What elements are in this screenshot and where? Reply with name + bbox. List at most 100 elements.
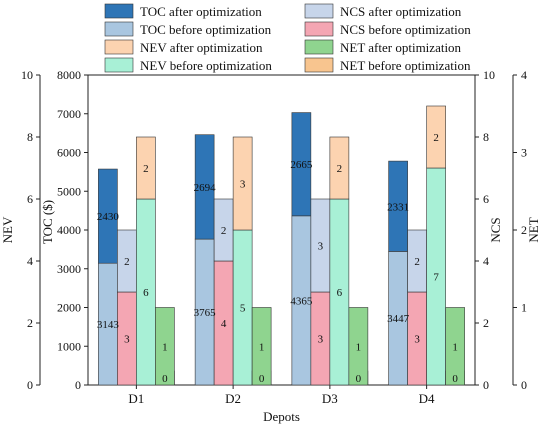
legend: TOC after optimization TOC before optimiz… [104,3,471,73]
legend-item-ncs-before-optimization: NCS before optimization [304,21,471,37]
legend-item-toc-before-optimization: TOC before optimization [104,21,272,37]
data-label-ncs-before-optimization-d2: 4 [221,318,227,330]
toc-tick-label: 8000 [57,68,81,82]
nev-tick-label: 8 [27,130,33,144]
legend-label: TOC after optimization [140,4,262,19]
toc-tick-label: 0 [75,378,81,392]
data-label-toc-after-optimization-d2: 2694 [194,182,217,194]
x-tick-label: D3 [322,391,338,406]
data-label-net-after-optimization-d4: 1 [452,341,458,353]
data-label-net-before-optimization-d2: 0 [259,373,265,385]
x-tick-label: D4 [419,391,435,406]
legend-label: NET after optimization [340,40,462,55]
net-tick-label: 4 [521,68,527,82]
toc-tick-label: 7000 [57,107,81,121]
data-label-net-after-optimization-d3: 1 [356,341,362,353]
net-tick-label: 3 [521,146,527,160]
ncs-tick-label: 6 [483,192,489,206]
toc-tick-label: 5000 [57,184,81,198]
legend-swatch [304,57,334,73]
nev-tick-label: 2 [27,316,33,330]
legend-item-nev-after-optimization: NEV after optimization [104,39,263,55]
data-label-net-after-optimization-d2: 1 [259,341,265,353]
bar-net-after-optimization-d4 [445,307,465,386]
data-label-ncs-before-optimization-d1: 3 [124,334,130,346]
legend-label: NEV after optimization [140,40,263,55]
x-tick-label: D1 [128,391,144,406]
bar-nev-after-optimization-d3 [329,136,350,200]
bar-toc-after-optimization-d1 [98,168,118,264]
net-tick-label: 1 [521,301,527,315]
legend-label: NCS after optimization [340,4,462,19]
ncs-tick-label: 8 [483,130,489,144]
ncs-tick-label: 2 [483,316,489,330]
legend-swatch [104,39,134,55]
legend-item-net-after-optimization: NET after optimization [304,39,462,55]
bar-nev-after-optimization-d4 [426,105,446,169]
net-tick-label: 2 [521,223,527,237]
data-label-toc-before-optimization-d3: 4365 [290,295,313,307]
bar-net-after-optimization-d3 [348,307,369,386]
net-tick-label: 0 [521,378,527,392]
data-label-ncs-after-optimization-d2: 2 [221,225,227,237]
legend-swatch [104,57,134,73]
legend-swatch [104,21,134,37]
toc-tick-label: 4000 [57,223,81,237]
data-label-toc-before-optimization-d4: 3447 [387,313,410,325]
x-axis-title: Depots [263,409,300,424]
data-label-nev-after-optimization-d4: 2 [433,132,439,144]
nev-tick-label: 4 [27,254,33,268]
data-label-net-before-optimization-d3: 0 [356,373,362,385]
ncs-tick-label: 4 [483,254,489,268]
data-label-nev-after-optimization-d3: 2 [337,163,343,175]
data-label-ncs-before-optimization-d3: 3 [318,334,324,346]
legend-label: NCS before optimization [340,22,471,37]
data-label-ncs-after-optimization-d1: 2 [124,256,130,268]
data-label-nev-before-optimization-d4: 7 [433,272,439,284]
data-label-nev-before-optimization-d2: 5 [240,303,246,315]
legend-swatch [304,3,334,19]
data-label-toc-before-optimization-d2: 3765 [194,307,217,319]
ncs-tick-label: 10 [483,68,495,82]
bar-net-after-optimization-d2 [251,307,272,386]
bar-toc-after-optimization-d3 [291,112,312,217]
legend-swatch [104,3,134,19]
data-label-toc-before-optimization-d1: 3143 [97,319,120,331]
toc-tick-label: 3000 [57,262,81,276]
data-label-ncs-before-optimization-d4: 3 [414,334,420,346]
toc-tick-label: 1000 [57,339,81,353]
toc-tick-label: 6000 [57,146,81,160]
data-label-nev-after-optimization-d2: 3 [240,179,246,191]
legend-item-ncs-after-optimization: NCS after optimization [304,3,462,19]
nev-tick-label: 6 [27,192,33,206]
legend-item-net-before-optimization: NET before optimization [304,57,471,73]
legend-swatch [304,39,334,55]
legend-label: TOC before optimization [140,22,272,37]
legend-label: NEV before optimization [140,58,272,73]
legend-label: NET before optimization [340,58,471,73]
bar-net-after-optimization-d1 [155,307,175,386]
net-axis-title: NET [526,217,541,242]
data-label-net-before-optimization-d4: 0 [452,373,458,385]
data-label-ncs-after-optimization-d3: 3 [318,241,324,253]
data-label-net-after-optimization-d1: 1 [162,341,168,353]
data-label-toc-after-optimization-d4: 2331 [387,201,409,213]
nev-tick-label: 10 [21,68,33,82]
legend-item-nev-before-optimization: NEV before optimization [104,57,272,73]
bars [98,105,465,386]
ncs-axis-title: NCS [488,217,503,242]
toc-tick-label: 2000 [57,301,81,315]
ncs-tick-label: 0 [483,378,489,392]
nev-axis-title: NEV [0,216,15,243]
nev-tick-label: 0 [27,378,33,392]
legend-swatch [304,21,334,37]
bar-nev-after-optimization-d1 [136,136,156,200]
data-label-nev-before-optimization-d3: 6 [337,287,343,299]
bar-toc-after-optimization-d4 [388,160,408,252]
data-label-toc-after-optimization-d3: 2665 [290,159,313,171]
bar-labels: 3143 2430 3 2 6 2 0 1 3765 2694 4 2 5 3 0 1 4365 2665 3 3 6 2… [97,132,459,385]
data-label-toc-after-optimization-d1: 2430 [97,211,120,223]
axes: 0100020003000400050006000700080000246810… [0,68,541,424]
data-label-ncs-after-optimization-d4: 2 [414,256,420,268]
